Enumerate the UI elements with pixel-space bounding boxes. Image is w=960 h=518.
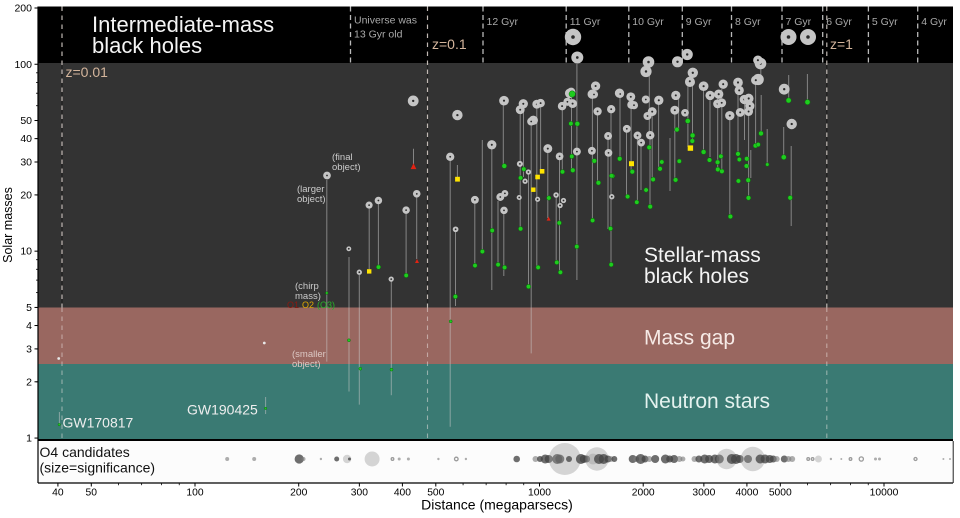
svg-text:Distance (megaparsecs): Distance (megaparsecs) [421, 497, 573, 513]
svg-text:4000: 4000 [735, 488, 758, 499]
svg-text:(final: (final [332, 152, 353, 163]
svg-text:2: 2 [26, 376, 32, 388]
svg-text:z=0.1: z=0.1 [432, 36, 467, 52]
svg-text:4: 4 [26, 320, 32, 332]
svg-text:9 Gyr: 9 Gyr [686, 16, 712, 28]
svg-text:200: 200 [290, 488, 307, 499]
svg-text:10: 10 [20, 246, 32, 258]
svg-text:8 Gyr: 8 Gyr [735, 16, 761, 28]
svg-text:50: 50 [20, 115, 32, 127]
svg-text:12 Gyr: 12 Gyr [487, 16, 519, 28]
svg-text:500: 500 [427, 488, 444, 499]
svg-text:Intermediate-mass: Intermediate-mass [92, 12, 274, 37]
svg-text:6 Gyr: 6 Gyr [826, 16, 852, 28]
svg-text:400: 400 [394, 488, 411, 499]
svg-text:4 Gyr: 4 Gyr [921, 16, 947, 28]
svg-text:10000: 10000 [870, 488, 899, 499]
svg-text:Stellar-mass: Stellar-mass [644, 244, 761, 267]
svg-text:20: 20 [20, 189, 32, 201]
svg-text:40: 40 [20, 133, 32, 145]
svg-text:Solar masses: Solar masses [1, 187, 15, 263]
svg-text:(smaller: (smaller [292, 349, 326, 360]
svg-text:2000: 2000 [632, 488, 655, 499]
svg-text:black holes: black holes [644, 265, 749, 288]
svg-text:black holes: black holes [92, 33, 202, 58]
svg-text:object): object) [332, 162, 361, 173]
svg-text:100: 100 [186, 488, 203, 499]
svg-text:(larger: (larger [297, 184, 324, 195]
svg-text:O2: O2 [302, 300, 314, 310]
svg-text:1000: 1000 [528, 488, 551, 499]
svg-text:z=0.01: z=0.01 [66, 64, 109, 80]
svg-text:300: 300 [351, 488, 368, 499]
svg-text:11 Gyr: 11 Gyr [570, 16, 601, 28]
svg-text:Neutron stars: Neutron stars [644, 390, 770, 413]
svg-text:O4 candidates: O4 candidates [40, 444, 130, 460]
svg-text:(size=significance): (size=significance) [40, 460, 156, 476]
svg-text:5: 5 [26, 302, 32, 314]
svg-text:3: 3 [26, 343, 32, 355]
svg-text:Mass gap: Mass gap [644, 327, 735, 350]
svg-text:Universe was: Universe was [354, 15, 417, 27]
svg-text:mass): mass) [295, 291, 321, 302]
svg-text:GW170817: GW170817 [63, 415, 134, 431]
svg-text:(chirp: (chirp [295, 281, 319, 292]
svg-text:object): object) [297, 194, 326, 205]
svg-text:100: 100 [14, 59, 32, 71]
svg-text:(O3): (O3) [317, 300, 335, 310]
svg-text:30: 30 [20, 156, 32, 168]
svg-text:object): object) [292, 359, 321, 370]
svg-text:7 Gyr: 7 Gyr [786, 16, 812, 28]
svg-text:z=1: z=1 [830, 36, 853, 52]
svg-text:5 Gyr: 5 Gyr [872, 16, 898, 28]
svg-text:GW190425: GW190425 [187, 402, 258, 418]
svg-text:10 Gyr: 10 Gyr [632, 16, 664, 28]
svg-text:200: 200 [14, 3, 32, 15]
svg-text:O1: O1 [287, 300, 299, 310]
svg-text:40: 40 [52, 488, 64, 499]
svg-text:3000: 3000 [692, 488, 715, 499]
svg-text:13 Gyr old: 13 Gyr old [354, 29, 403, 41]
svg-text:5000: 5000 [769, 488, 792, 499]
svg-text:50: 50 [86, 488, 98, 499]
svg-text:1: 1 [26, 433, 32, 445]
